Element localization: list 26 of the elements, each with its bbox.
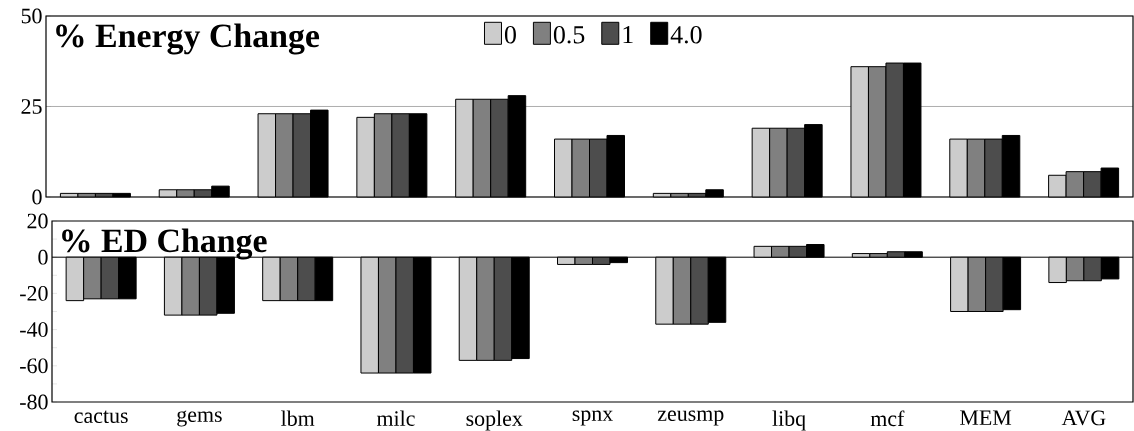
x-tick-label: gems: [177, 410, 222, 427]
y-tick-label: 0: [32, 189, 42, 205]
chart-title: % Energy Change: [56, 23, 320, 55]
y-tick-label: -80: [20, 394, 48, 410]
y-tick-label: -40: [20, 322, 48, 337]
y-tick-label: 20: [27, 213, 48, 229]
y-tick-label: 25: [21, 99, 42, 114]
x-tick-label: libq: [772, 410, 806, 431]
x-tick-label: MEM: [960, 410, 1012, 425]
y-tick-label: -60: [20, 358, 48, 374]
x-tick-label: AVG: [1061, 410, 1106, 426]
legend-label: 0.5: [553, 25, 585, 44]
x-tick-label: spnx: [572, 410, 613, 426]
x-tick-label: milc: [376, 410, 415, 426]
x-tick-label: zeusmp: [657, 410, 724, 426]
x-tick-label: lbm: [281, 410, 315, 426]
legend-label: 4.0: [670, 25, 702, 44]
y-tick-label: 50: [21, 8, 42, 24]
legend-label: 1: [623, 26, 633, 44]
x-tick-label: mcf: [870, 410, 905, 427]
x-tick-label: soplex: [466, 410, 523, 431]
legend-label: 0: [504, 25, 516, 44]
y-tick-label: -20: [20, 286, 48, 301]
y-tick-label: 0: [38, 249, 48, 265]
x-tick-label: cactus: [74, 410, 128, 424]
chart-title: % ED Change: [62, 228, 267, 260]
